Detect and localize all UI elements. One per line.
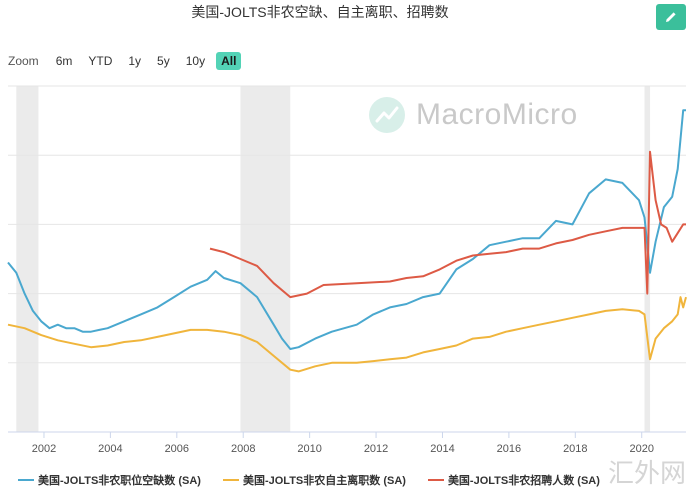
corner-watermark: 汇外网 bbox=[607, 458, 686, 488]
legend-label: 美国-JOLTS非农招聘人数 (SA) bbox=[447, 475, 600, 487]
x-tick-label: 2004 bbox=[98, 443, 122, 455]
legend-swatch bbox=[18, 479, 34, 481]
zoom-1y-button[interactable]: 1y bbox=[128, 54, 142, 68]
zoom-label: Zoom bbox=[8, 54, 39, 68]
x-tick-label: 2010 bbox=[297, 443, 321, 455]
legend-item-hires[interactable]: 美国-JOLTS非农招聘人数 (SA) bbox=[427, 472, 600, 488]
edit-button[interactable] bbox=[656, 4, 686, 30]
zoom-bar: Zoom 6m YTD 1y 5y 10y All bbox=[8, 52, 247, 70]
watermark: MacroMicro bbox=[368, 96, 578, 134]
zoom-6m-button[interactable]: 6m bbox=[55, 54, 73, 68]
x-tick-label: 2014 bbox=[430, 443, 454, 455]
recession-band bbox=[16, 86, 39, 432]
series-line-0 bbox=[7, 109, 686, 350]
watermark-brand: MacroMicro bbox=[416, 98, 578, 131]
x-tick-label: 2018 bbox=[563, 443, 587, 455]
x-tick-label: 2016 bbox=[497, 443, 521, 455]
x-tick-label: 2012 bbox=[364, 443, 388, 455]
legend-label: 美国-JOLTS非农职位空缺数 (SA) bbox=[38, 475, 201, 487]
x-tick-label: 2008 bbox=[231, 443, 255, 455]
series-line-1 bbox=[7, 296, 687, 373]
legend-item-openings[interactable]: 美国-JOLTS非农职位空缺数 (SA) bbox=[18, 472, 201, 488]
legend: 美国-JOLTS非农职位空缺数 (SA) 美国-JOLTS非农自主离职数 (SA… bbox=[18, 472, 622, 488]
recession-band bbox=[240, 86, 291, 432]
chart-trend-icon bbox=[369, 97, 405, 133]
legend-label: 美国-JOLTS非农自主离职数 (SA) bbox=[242, 475, 406, 487]
zoom-ytd-button[interactable]: YTD bbox=[88, 54, 113, 68]
x-tick-label: 2006 bbox=[165, 443, 189, 455]
zoom-10y-button[interactable]: 10y bbox=[185, 54, 206, 68]
pencil-icon bbox=[666, 12, 676, 22]
zoom-5y-button[interactable]: 5y bbox=[157, 54, 170, 68]
x-tick-label: 2002 bbox=[32, 443, 56, 455]
x-tick-label: 2020 bbox=[629, 443, 653, 455]
legend-swatch bbox=[427, 479, 444, 481]
zoom-all-button[interactable]: All bbox=[216, 52, 242, 70]
legend-item-quits[interactable]: 美国-JOLTS非农自主离职数 (SA) bbox=[222, 472, 406, 488]
series-line-2 bbox=[209, 150, 686, 299]
legend-swatch bbox=[222, 479, 239, 481]
chart-title: 美国-JOLTS非农空缺、自主离职、招聘数 bbox=[191, 4, 449, 20]
